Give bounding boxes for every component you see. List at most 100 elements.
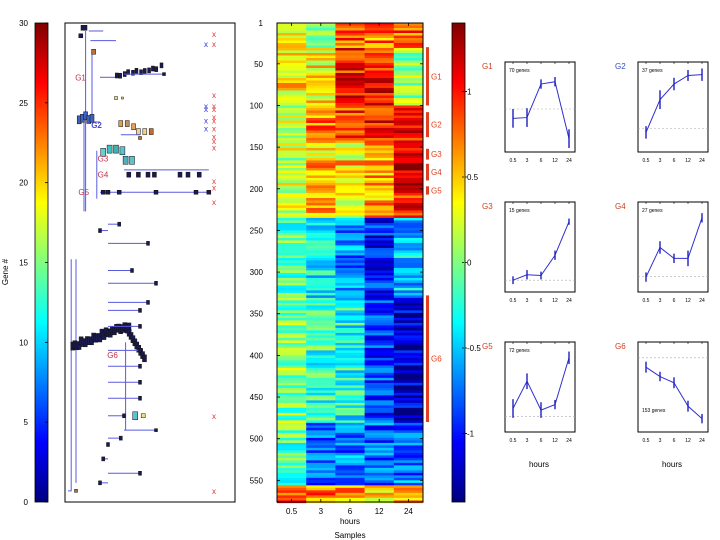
heatmap-cell	[277, 145, 307, 149]
heatmap-cell	[364, 222, 395, 226]
group-bar-g1	[426, 47, 429, 106]
heatmap-cell	[277, 237, 307, 241]
heatmap-cell	[277, 135, 307, 139]
heatmap-cell	[306, 475, 336, 479]
heatmap-cell	[277, 55, 307, 59]
heatmap-cell	[306, 192, 336, 196]
heatmap-cell	[364, 282, 395, 286]
heatmap-cell	[335, 77, 365, 81]
marker-x: x	[204, 124, 208, 133]
heatmap-cell	[393, 287, 424, 291]
heatmap-cell	[277, 30, 307, 34]
tree-node	[101, 456, 105, 462]
heatmap-cell	[277, 427, 307, 431]
heatmap-cell	[306, 307, 336, 311]
heatmap-cell	[277, 60, 307, 64]
tree-node	[196, 171, 202, 178]
heatmap-cell	[306, 195, 336, 199]
heatmap-cell	[393, 380, 424, 384]
heatmap-cell	[277, 50, 307, 54]
marker-x: x	[212, 124, 216, 133]
heatmap-cell	[306, 305, 336, 309]
heatmap-cell	[277, 35, 307, 39]
heatmap-cell	[306, 125, 336, 129]
heatmap-cell	[277, 90, 307, 94]
heatmap-ytick-label: 250	[250, 226, 264, 235]
heatmap-cell	[393, 475, 424, 479]
colorbar-tick-label: -0.5	[467, 344, 481, 353]
heatmap-cell	[393, 180, 424, 184]
heatmap-cell	[306, 152, 336, 156]
heatmap-colorbar: 1 0.5 0 -0.5 -1	[451, 22, 481, 503]
heatmap-cell	[306, 97, 336, 101]
heatmap-cell	[306, 190, 336, 194]
tree-node	[119, 146, 126, 155]
tree-node	[138, 348, 142, 353]
marker-x: x	[204, 116, 208, 125]
heatmap-cell	[393, 325, 424, 329]
heatmap-cell	[364, 137, 395, 141]
heatmap-cell	[277, 215, 307, 219]
heatmap-cell	[393, 352, 424, 356]
profile-xtick-label: 24	[566, 298, 572, 304]
heatmap-cell	[364, 307, 395, 311]
heatmap-cell	[364, 355, 395, 359]
heatmap-cell	[364, 322, 395, 326]
heatmap-cell	[364, 440, 395, 444]
marker-x: x	[212, 198, 216, 207]
heatmap-cell	[335, 372, 365, 376]
heatmap-cell	[364, 145, 395, 149]
heatmap-cell	[306, 112, 336, 116]
tree-node	[121, 96, 124, 100]
heatmap-cell	[335, 410, 365, 414]
heatmap-cell	[393, 275, 424, 279]
heatmap-cell	[335, 117, 365, 121]
heatmap-cell	[335, 315, 365, 319]
heatmap-cell	[335, 102, 365, 106]
heatmap-cell	[364, 192, 395, 196]
heatmap-cell	[393, 200, 424, 204]
heatmap-cell	[277, 432, 307, 436]
heatmap-cell	[306, 267, 336, 271]
heatmap-cell	[306, 372, 336, 376]
heatmap-cell	[393, 400, 424, 404]
heatmap-cell	[335, 422, 365, 426]
cluster-label-g6: G6	[107, 351, 118, 360]
heatmap-cell	[306, 415, 336, 419]
heatmap-cell	[335, 47, 365, 51]
heatmap-cell	[335, 265, 365, 269]
cluster-label-g4: G4	[98, 171, 109, 180]
heatmap-cell	[306, 472, 336, 476]
heatmap-cell	[277, 352, 307, 356]
heatmap-cell	[306, 55, 336, 59]
profile-xtick-label: 3	[526, 438, 529, 444]
heatmap-cell	[306, 430, 336, 434]
tree-node	[122, 413, 126, 419]
heatmap-cell	[364, 122, 395, 126]
tree-node	[151, 65, 155, 72]
tree-node	[129, 156, 135, 165]
heatmap-cell	[306, 412, 336, 416]
heatmap-cell	[335, 50, 365, 54]
heatmap-cell	[306, 130, 336, 134]
heatmap-cell	[306, 197, 336, 201]
heatmap-cell	[335, 40, 365, 44]
tree-node	[138, 395, 142, 401]
heatmap-cell	[306, 375, 336, 379]
heatmap-cell	[364, 417, 395, 421]
heatmap-cell	[306, 425, 336, 429]
heatmap-cell	[306, 40, 336, 44]
group-bar-g5	[426, 186, 429, 195]
heatmap-cell	[306, 160, 336, 164]
heatmap-cell	[277, 462, 307, 466]
heatmap-cell	[277, 200, 307, 204]
heatmap-cell	[277, 40, 307, 44]
heatmap-cell	[335, 217, 365, 221]
heatmap-cell	[393, 197, 424, 201]
heatmap-cell	[277, 410, 307, 414]
heatmap-cell	[364, 260, 395, 264]
heatmap-cell	[306, 95, 336, 99]
heatmap-cell	[335, 397, 365, 401]
heatmap-cell	[335, 187, 365, 191]
heatmap-cell	[335, 450, 365, 454]
